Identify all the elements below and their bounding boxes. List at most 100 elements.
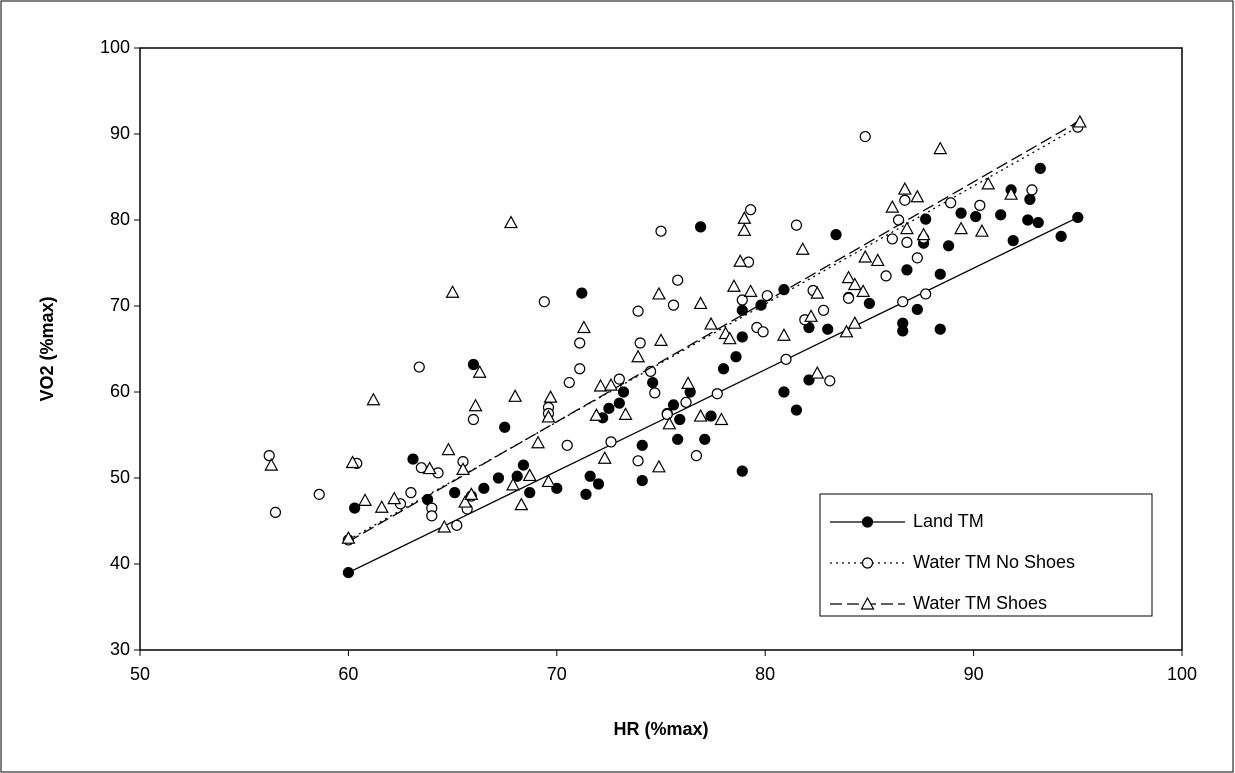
x-tick-label: 80 [755, 664, 775, 684]
data-point [920, 213, 932, 225]
data-point [699, 433, 711, 445]
x-tick-label: 100 [1167, 664, 1197, 684]
data-point [655, 225, 667, 237]
data-point [790, 219, 803, 231]
data-point [634, 337, 646, 349]
data-point [576, 320, 591, 334]
data-point [467, 358, 480, 371]
legend-marker [860, 596, 875, 610]
data-point [1034, 162, 1046, 174]
data-point [858, 249, 873, 263]
data-point [499, 421, 511, 433]
data-point [824, 375, 836, 387]
data-point [899, 221, 914, 235]
y-tick-label: 30 [110, 639, 130, 659]
data-point [847, 315, 862, 329]
legend-label: Land TM [913, 511, 984, 531]
y-tick-label: 50 [110, 467, 130, 487]
data-point [456, 462, 471, 475]
legend-marker [861, 516, 874, 528]
data-point [970, 210, 982, 223]
data-point [880, 270, 892, 282]
data-point [413, 361, 425, 373]
data-point [374, 499, 389, 513]
y-axis-title: VO2 (%max) [37, 296, 57, 401]
data-point [407, 453, 419, 465]
data-point [517, 459, 530, 471]
data-point [711, 388, 723, 400]
x-tick-label: 60 [338, 664, 358, 684]
data-point [464, 487, 479, 500]
data-point [441, 442, 456, 456]
data-point [506, 477, 521, 491]
data-point [817, 304, 830, 316]
data-point [264, 457, 279, 471]
data-point [870, 253, 885, 267]
data-point [345, 455, 360, 469]
y-tick-label: 80 [110, 209, 130, 229]
data-point [693, 296, 708, 310]
data-point [592, 478, 605, 490]
data-point [449, 487, 461, 499]
data-point [737, 223, 752, 236]
data-point [717, 363, 730, 375]
data-point [631, 349, 646, 363]
data-point [524, 487, 536, 499]
data-point [842, 292, 855, 304]
data-point [263, 450, 275, 462]
data-point [839, 324, 854, 338]
data-point [704, 316, 719, 330]
data-point [736, 294, 748, 306]
data-point [543, 389, 558, 403]
data-point [437, 519, 452, 533]
data-point [901, 236, 913, 248]
data-point [942, 240, 955, 252]
data-point [856, 284, 871, 297]
data-point [1024, 193, 1036, 205]
data-point [653, 333, 669, 346]
data-point [897, 181, 912, 195]
data-point [667, 399, 680, 411]
x-axis-title: HR (%max) [613, 719, 708, 739]
y-tick-label: 70 [110, 295, 130, 315]
data-point [945, 197, 957, 209]
data-point [603, 377, 618, 391]
data-point [736, 331, 748, 343]
legend-label: Water TM No Shoes [913, 552, 1075, 572]
x-tick-label: 50 [130, 664, 150, 684]
data-point [603, 402, 615, 414]
data-point [422, 461, 437, 475]
data-point [366, 392, 381, 406]
data-point [662, 416, 677, 430]
data-point [954, 221, 969, 235]
data-point [933, 141, 948, 155]
data-point [681, 376, 696, 389]
data-point [804, 309, 819, 322]
data-point [897, 296, 909, 308]
data-point [632, 455, 644, 467]
data-point [911, 303, 923, 316]
data-point [736, 465, 748, 477]
data-point [541, 474, 556, 488]
data-point [920, 288, 932, 300]
data-point [613, 373, 625, 385]
data-point [1022, 214, 1034, 226]
data-point [885, 199, 900, 213]
data-point [955, 207, 967, 219]
data-point [899, 194, 911, 206]
data-point [672, 274, 684, 286]
data-point [830, 229, 842, 241]
data-point [613, 397, 625, 409]
legend-box [819, 493, 1153, 617]
data-point [636, 474, 648, 487]
data-point [405, 487, 417, 499]
data-point [974, 223, 989, 237]
data-point [468, 398, 483, 412]
data-point [467, 413, 480, 426]
data-point [916, 227, 931, 241]
data-point [841, 270, 856, 284]
data-point [1072, 114, 1087, 128]
data-point [743, 284, 758, 297]
data-point [693, 408, 708, 422]
data-point [458, 494, 473, 508]
